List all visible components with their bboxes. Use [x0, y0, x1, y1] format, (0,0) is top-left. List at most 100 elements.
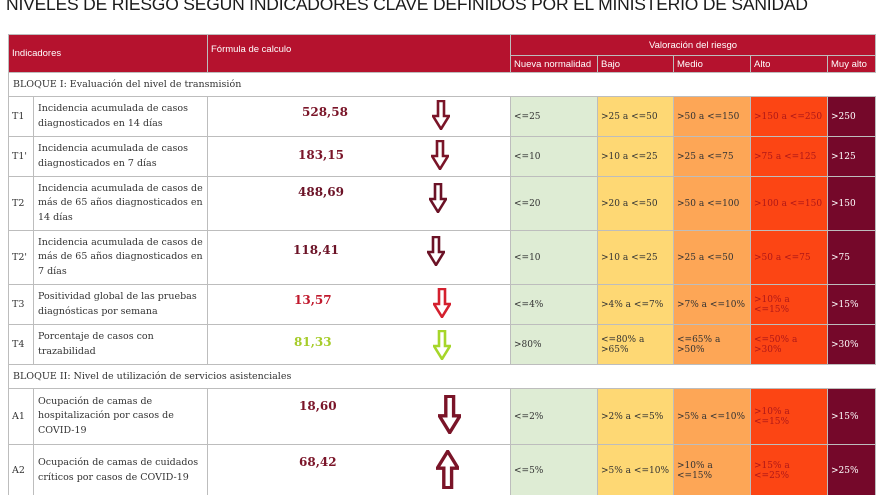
level-bajo: >4% a <=7%	[597, 284, 674, 325]
level-alto: >75 a <=125	[750, 136, 828, 177]
header-level-muy-alto: Muy alto	[826, 55, 877, 73]
level-nueva-normalidad: <=25	[510, 96, 598, 137]
level-muy-alto: >15%	[826, 388, 877, 445]
risk-levels-table: Indicadores Fórmula de calculo Valoració…	[7, 34, 877, 495]
level-medio: >10% a <=15%	[673, 444, 751, 495]
header-indicadores: Indicadores	[8, 34, 208, 73]
indicator-description: Ocupación de camas de hospitalización po…	[33, 388, 208, 445]
indicator-row: T2' Incidencia acumulada de casos de más …	[8, 230, 877, 285]
indicator-row: A2 Ocupación de camas de cuidados crítico…	[8, 444, 877, 495]
arrow-down-icon	[425, 235, 447, 270]
level-medio: >25 a <=75	[673, 136, 751, 177]
indicator-value: 81,33	[294, 335, 332, 349]
level-alto: >10% a <=15%	[750, 284, 828, 325]
block-title: BLOQUE II: Nivel de utilización de servi…	[7, 364, 877, 389]
indicator-description: Ocupación de camas de cuidados críticos …	[33, 444, 208, 495]
level-medio: >5% a <=10%	[673, 388, 751, 445]
indicator-description: Positividad global de las pruebas diagnó…	[33, 284, 208, 325]
indicator-value: 13,57	[294, 293, 332, 307]
indicator-code: A1	[8, 388, 34, 445]
indicator-row: T1 Incidencia acumulada de casos diagnost…	[8, 96, 877, 137]
level-muy-alto: >150	[826, 176, 877, 231]
formula-cell: 488,69	[207, 176, 511, 231]
indicator-code: T4	[8, 324, 34, 365]
level-alto: >150 a <=250	[750, 96, 828, 137]
indicator-value: 528,58	[302, 105, 348, 119]
arrow-up-icon	[434, 448, 462, 493]
arrow-down-icon	[431, 329, 453, 364]
level-medio: >7% a <=10%	[673, 284, 751, 325]
formula-cell: 13,57	[207, 284, 511, 325]
indicator-value: 18,60	[299, 399, 337, 413]
block-header: BLOQUE II: Nivel de utilización de servi…	[7, 364, 877, 389]
indicator-description: Incidencia acumulada de casos de más de …	[33, 176, 208, 231]
level-muy-alto: >75	[826, 230, 877, 285]
arrow-down-icon	[431, 287, 453, 322]
level-muy-alto: >15%	[826, 284, 877, 325]
level-bajo: >10 a <=25	[597, 136, 674, 177]
level-alto: >15% a <=25%	[750, 444, 828, 495]
arrow-down-icon	[430, 99, 452, 134]
header-level-nueva-normalidad: Nueva normalidad	[510, 55, 598, 73]
level-medio: >50 a <=100	[673, 176, 751, 231]
indicator-code: T3	[8, 284, 34, 325]
formula-cell: 81,33	[207, 324, 511, 365]
indicator-code: T2'	[8, 230, 34, 285]
header-formula: Fórmula de calculo	[207, 34, 511, 73]
level-muy-alto: >250	[826, 96, 877, 137]
header-level-bajo: Bajo	[597, 55, 674, 73]
indicator-description: Incidencia acumulada de casos diagnostic…	[33, 136, 208, 177]
level-medio: <=65% a >50%	[673, 324, 751, 365]
level-nueva-normalidad: <=20	[510, 176, 598, 231]
indicator-description: Incidencia acumulada de casos de más de …	[33, 230, 208, 285]
level-nueva-normalidad: <=4%	[510, 284, 598, 325]
level-bajo: <=80% a >65%	[597, 324, 674, 365]
arrow-down-icon	[427, 182, 449, 217]
indicator-value: 68,42	[299, 455, 337, 469]
header-valoracion: Valoración del riesgo	[509, 34, 877, 56]
level-nueva-normalidad: <=10	[510, 230, 598, 285]
block-title: BLOQUE I: Evaluación del nivel de transm…	[7, 72, 877, 97]
formula-cell: 183,15	[207, 136, 511, 177]
block-header: BLOQUE I: Evaluación del nivel de transm…	[7, 72, 877, 97]
header-level-medio: Medio	[673, 55, 751, 73]
indicator-code: T2	[8, 176, 34, 231]
indicator-code: T1'	[8, 136, 34, 177]
level-bajo: >25 a <=50	[597, 96, 674, 137]
level-muy-alto: >25%	[826, 444, 877, 495]
level-muy-alto: >30%	[826, 324, 877, 365]
level-bajo: >10 a <=25	[597, 230, 674, 285]
level-medio: >25 a <=50	[673, 230, 751, 285]
level-nueva-normalidad: <=2%	[510, 388, 598, 445]
indicator-value: 183,15	[298, 148, 344, 162]
indicator-row: T4 Porcentaje de casos con trazabilidad 81…	[8, 324, 877, 365]
formula-cell: 528,58	[207, 96, 511, 137]
level-bajo: >5% a <=10%	[597, 444, 674, 495]
level-medio: >50 a <=150	[673, 96, 751, 137]
level-alto: >10% a <=15%	[750, 388, 828, 445]
indicator-row: T3 Positividad global de las pruebas diag…	[8, 284, 877, 325]
indicator-value: 488,69	[298, 185, 344, 199]
level-bajo: >20 a <=50	[597, 176, 674, 231]
formula-cell: 68,42	[207, 444, 511, 495]
level-nueva-normalidad: <=5%	[510, 444, 598, 495]
level-alto: >50 a <=75	[750, 230, 828, 285]
indicator-value: 118,41	[293, 243, 339, 257]
indicator-row: T2 Incidencia acumulada de casos de más d…	[8, 176, 877, 231]
indicator-code: A2	[8, 444, 34, 495]
level-nueva-normalidad: >80%	[510, 324, 598, 365]
level-alto: >100 a <=150	[750, 176, 828, 231]
level-nueva-normalidad: <=10	[510, 136, 598, 177]
indicator-row: A1 Ocupación de camas de hospitalización …	[8, 388, 877, 445]
indicator-row: T1' Incidencia acumulada de casos diagnos…	[8, 136, 877, 177]
level-alto: <=50% a >30%	[750, 324, 828, 365]
indicator-description: Incidencia acumulada de casos diagnostic…	[33, 96, 208, 137]
header-level-alto: Alto	[750, 55, 828, 73]
indicator-code: T1	[8, 96, 34, 137]
level-muy-alto: >125	[826, 136, 877, 177]
arrow-down-icon	[436, 394, 464, 438]
page-title: NIVELES DE RIESGO SEGÚN INDICADORES CLAV…	[6, 0, 808, 14]
indicator-description: Porcentaje de casos con trazabilidad	[33, 324, 208, 365]
level-bajo: >2% a <=5%	[597, 388, 674, 445]
formula-cell: 18,60	[207, 388, 511, 445]
